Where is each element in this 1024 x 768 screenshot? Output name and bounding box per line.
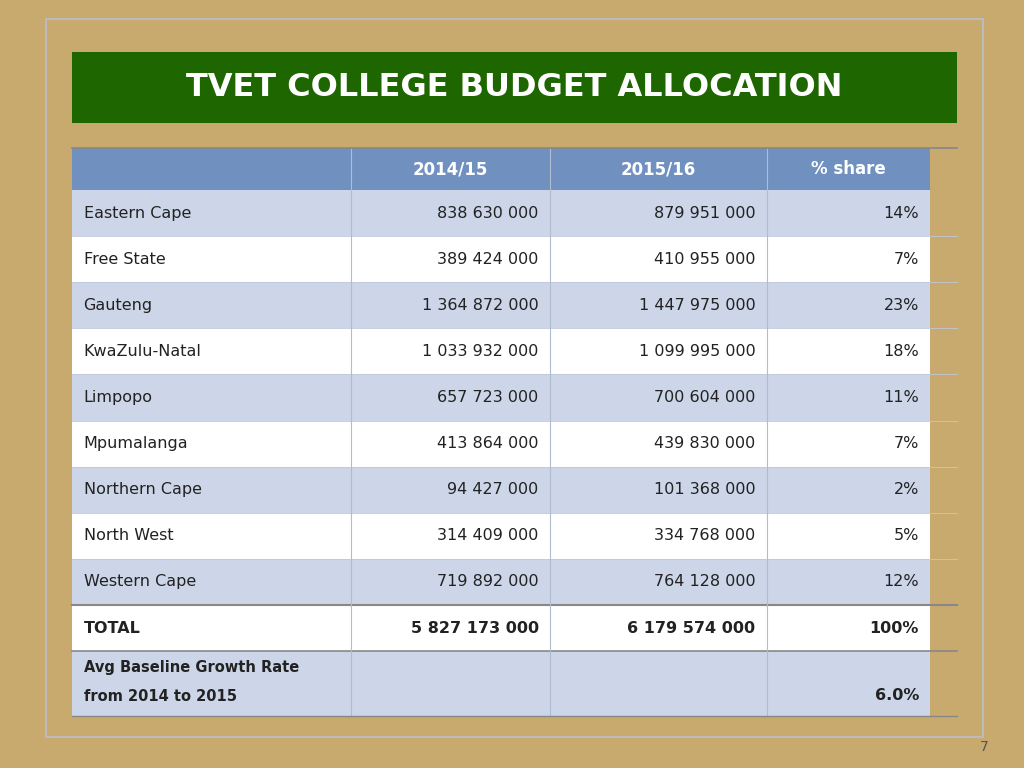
Text: 7%: 7% bbox=[894, 436, 919, 451]
Bar bbox=[73, 282, 351, 329]
Text: North West: North West bbox=[84, 528, 173, 544]
Text: 2%: 2% bbox=[894, 482, 919, 497]
Bar bbox=[767, 467, 930, 513]
Text: 12%: 12% bbox=[884, 574, 919, 590]
Bar bbox=[550, 190, 767, 236]
Bar bbox=[351, 375, 550, 421]
Text: 5 827 173 000: 5 827 173 000 bbox=[411, 621, 539, 636]
Bar bbox=[351, 329, 550, 375]
Text: Eastern Cape: Eastern Cape bbox=[84, 206, 190, 220]
Text: 1 364 872 000: 1 364 872 000 bbox=[422, 298, 539, 313]
Text: 719 892 000: 719 892 000 bbox=[437, 574, 539, 590]
Text: 18%: 18% bbox=[884, 344, 919, 359]
Text: 11%: 11% bbox=[884, 390, 919, 405]
Text: 838 630 000: 838 630 000 bbox=[437, 206, 539, 220]
Text: Gauteng: Gauteng bbox=[84, 298, 153, 313]
Bar bbox=[351, 513, 550, 559]
Text: Western Cape: Western Cape bbox=[84, 574, 196, 590]
Bar bbox=[550, 605, 767, 651]
Bar bbox=[351, 421, 550, 467]
Bar bbox=[767, 236, 930, 282]
Bar bbox=[550, 513, 767, 559]
Bar bbox=[73, 559, 351, 605]
Bar bbox=[73, 375, 351, 421]
Bar bbox=[767, 148, 930, 190]
Bar bbox=[73, 467, 351, 513]
Bar bbox=[73, 190, 351, 236]
Text: 23%: 23% bbox=[884, 298, 919, 313]
Text: 1 033 932 000: 1 033 932 000 bbox=[422, 344, 539, 359]
Bar bbox=[351, 605, 550, 651]
Bar bbox=[550, 651, 767, 716]
Text: Avg Baseline Growth Rate: Avg Baseline Growth Rate bbox=[84, 660, 299, 675]
Text: 1 099 995 000: 1 099 995 000 bbox=[639, 344, 756, 359]
Text: 6 179 574 000: 6 179 574 000 bbox=[628, 621, 756, 636]
Text: % share: % share bbox=[811, 161, 886, 178]
Bar bbox=[550, 148, 767, 190]
Bar bbox=[73, 651, 351, 716]
Text: TVET COLLEGE BUDGET ALLOCATION: TVET COLLEGE BUDGET ALLOCATION bbox=[186, 72, 843, 103]
Text: Northern Cape: Northern Cape bbox=[84, 482, 202, 497]
Text: 389 424 000: 389 424 000 bbox=[437, 252, 539, 266]
Bar bbox=[351, 190, 550, 236]
Text: 413 864 000: 413 864 000 bbox=[437, 436, 539, 451]
Text: 700 604 000: 700 604 000 bbox=[654, 390, 756, 405]
Bar bbox=[550, 329, 767, 375]
Bar bbox=[767, 375, 930, 421]
Bar bbox=[73, 421, 351, 467]
Bar bbox=[767, 282, 930, 329]
Bar bbox=[767, 513, 930, 559]
Text: 100%: 100% bbox=[869, 621, 919, 636]
Bar bbox=[351, 559, 550, 605]
Text: KwaZulu-Natal: KwaZulu-Natal bbox=[84, 344, 202, 359]
Text: Limpopo: Limpopo bbox=[84, 390, 153, 405]
Text: 1 447 975 000: 1 447 975 000 bbox=[639, 298, 756, 313]
Text: from 2014 to 2015: from 2014 to 2015 bbox=[84, 689, 237, 704]
Text: 314 409 000: 314 409 000 bbox=[437, 528, 539, 544]
Bar bbox=[550, 282, 767, 329]
Text: 101 368 000: 101 368 000 bbox=[653, 482, 756, 497]
Bar bbox=[351, 282, 550, 329]
Bar bbox=[73, 236, 351, 282]
Text: 764 128 000: 764 128 000 bbox=[653, 574, 756, 590]
Text: 7: 7 bbox=[979, 740, 988, 754]
Text: Free State: Free State bbox=[84, 252, 165, 266]
Text: 2015/16: 2015/16 bbox=[621, 161, 696, 178]
Bar bbox=[73, 51, 956, 124]
Text: 410 955 000: 410 955 000 bbox=[654, 252, 756, 266]
Text: Mpumalanga: Mpumalanga bbox=[84, 436, 188, 451]
Text: 14%: 14% bbox=[884, 206, 919, 220]
Text: 6.0%: 6.0% bbox=[874, 688, 919, 703]
Bar bbox=[767, 421, 930, 467]
Text: 7%: 7% bbox=[894, 252, 919, 266]
Text: 5%: 5% bbox=[894, 528, 919, 544]
Bar bbox=[767, 651, 930, 716]
Bar bbox=[550, 375, 767, 421]
Text: 439 830 000: 439 830 000 bbox=[654, 436, 756, 451]
Text: 94 427 000: 94 427 000 bbox=[447, 482, 539, 497]
Bar bbox=[767, 605, 930, 651]
Bar bbox=[73, 513, 351, 559]
Bar bbox=[767, 559, 930, 605]
Bar bbox=[351, 651, 550, 716]
Text: 657 723 000: 657 723 000 bbox=[437, 390, 539, 405]
Text: 2014/15: 2014/15 bbox=[413, 161, 488, 178]
Bar bbox=[73, 148, 351, 190]
Bar bbox=[767, 190, 930, 236]
Bar bbox=[351, 467, 550, 513]
Bar bbox=[767, 329, 930, 375]
Text: 879 951 000: 879 951 000 bbox=[653, 206, 756, 220]
Bar bbox=[73, 329, 351, 375]
Bar bbox=[550, 421, 767, 467]
Bar bbox=[351, 236, 550, 282]
Bar bbox=[73, 605, 351, 651]
Bar bbox=[550, 467, 767, 513]
Text: 334 768 000: 334 768 000 bbox=[654, 528, 756, 544]
Bar bbox=[351, 148, 550, 190]
Text: TOTAL: TOTAL bbox=[84, 621, 140, 636]
Bar bbox=[550, 559, 767, 605]
Bar bbox=[550, 236, 767, 282]
